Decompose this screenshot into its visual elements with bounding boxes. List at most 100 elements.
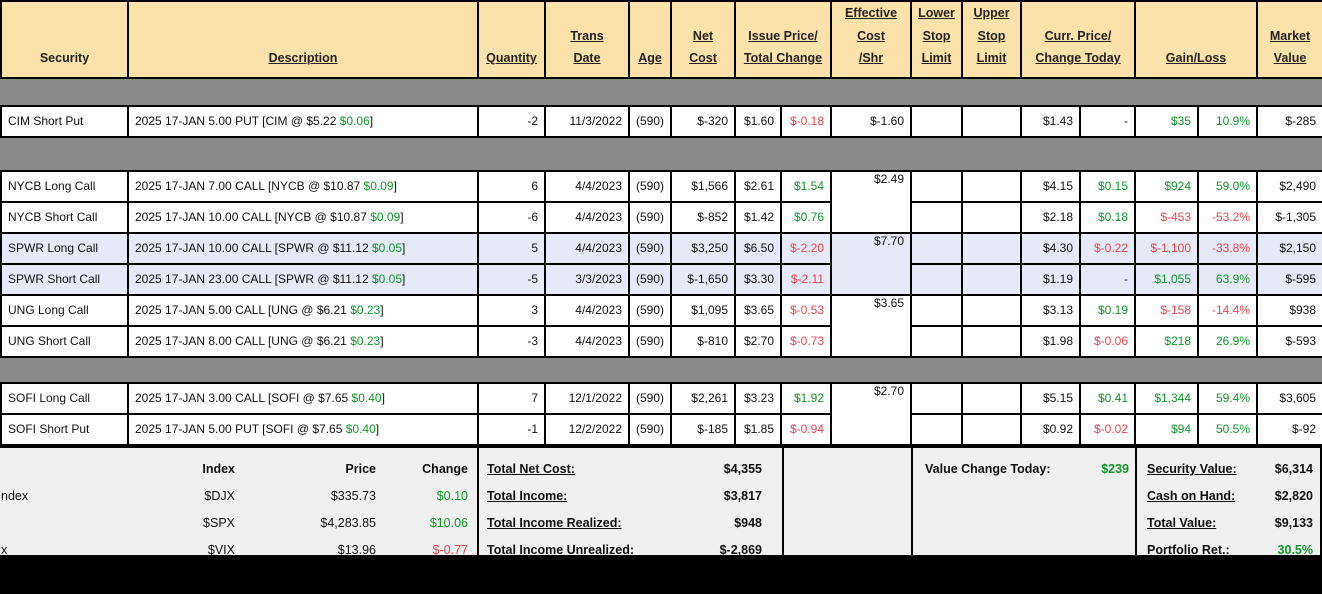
net-cost-cell[interactable]: $-810 bbox=[670, 324, 736, 358]
age-cell[interactable]: (590) bbox=[628, 293, 672, 327]
change-today-cell[interactable]: $0.41 bbox=[1078, 381, 1137, 415]
effective-cost-cell[interactable]: $3.65 bbox=[830, 293, 912, 358]
net-cost-cell[interactable]: $1,095 bbox=[670, 293, 736, 327]
trans-date-cell[interactable]: 4/4/2023 bbox=[544, 169, 630, 203]
gain-loss-percent-cell[interactable]: 59.0% bbox=[1197, 169, 1259, 203]
gain-loss-dollar-cell[interactable]: $35 bbox=[1134, 104, 1200, 138]
net-cost-cell[interactable]: $-1,650 bbox=[670, 262, 736, 296]
gain-loss-percent-cell[interactable]: 10.9% bbox=[1197, 104, 1259, 138]
description-cell[interactable]: 2025 17-JAN 10.00 CALL [SPWR @ $11.12 $0… bbox=[127, 231, 479, 265]
issue-price-cell[interactable]: $1.60 bbox=[734, 104, 782, 138]
security-cell[interactable]: SOFI Short Put bbox=[0, 412, 129, 446]
upper-stop-limit-cell[interactable] bbox=[961, 293, 1022, 327]
gain-loss-dollar-cell[interactable]: $94 bbox=[1134, 412, 1200, 446]
market-value-cell[interactable]: $-92 bbox=[1256, 412, 1322, 446]
total-change-cell[interactable]: $1.92 bbox=[780, 381, 832, 415]
security-cell[interactable]: NYCB Short Call bbox=[0, 200, 129, 234]
trans-date-cell[interactable]: 4/4/2023 bbox=[544, 200, 630, 234]
total-change-cell[interactable]: $-2.11 bbox=[780, 262, 832, 296]
effective-cost-cell[interactable]: $2.49 bbox=[830, 169, 912, 234]
lower-stop-limit-cell[interactable] bbox=[910, 293, 963, 327]
lower-stop-limit-cell[interactable] bbox=[910, 169, 963, 203]
net-cost-cell[interactable]: $-852 bbox=[670, 200, 736, 234]
upper-stop-limit-cell[interactable] bbox=[961, 262, 1022, 296]
gain-loss-dollar-cell[interactable]: $-453 bbox=[1134, 200, 1200, 234]
issue-price-cell[interactable]: $2.61 bbox=[734, 169, 782, 203]
total-change-cell[interactable]: $-0.94 bbox=[780, 412, 832, 446]
age-cell[interactable]: (590) bbox=[628, 324, 672, 358]
total-change-cell[interactable]: $0.76 bbox=[780, 200, 832, 234]
gain-loss-percent-cell[interactable]: -53.2% bbox=[1197, 200, 1259, 234]
net-cost-cell[interactable]: $1,566 bbox=[670, 169, 736, 203]
quantity-cell[interactable]: -6 bbox=[477, 200, 546, 234]
total-change-cell[interactable]: $-0.18 bbox=[780, 104, 832, 138]
trans-date-cell[interactable]: 3/3/2023 bbox=[544, 262, 630, 296]
change-today-cell[interactable]: $0.15 bbox=[1078, 169, 1137, 203]
current-price-cell[interactable]: $1.19 bbox=[1020, 262, 1081, 296]
lower-stop-limit-cell[interactable] bbox=[910, 381, 963, 415]
gain-loss-percent-cell[interactable]: 26.9% bbox=[1197, 324, 1259, 358]
quantity-cell[interactable]: -5 bbox=[477, 262, 546, 296]
issue-price-cell[interactable]: $3.30 bbox=[734, 262, 782, 296]
trans-date-cell[interactable]: 12/2/2022 bbox=[544, 412, 630, 446]
upper-stop-limit-cell[interactable] bbox=[961, 412, 1022, 446]
security-cell[interactable]: SOFI Long Call bbox=[0, 381, 129, 415]
current-price-cell[interactable]: $2.18 bbox=[1020, 200, 1081, 234]
current-price-cell[interactable]: $1.98 bbox=[1020, 324, 1081, 358]
change-today-cell[interactable]: $0.19 bbox=[1078, 293, 1137, 327]
quantity-cell[interactable]: -3 bbox=[477, 324, 546, 358]
gain-loss-percent-cell[interactable]: 63.9% bbox=[1197, 262, 1259, 296]
quantity-cell[interactable]: -2 bbox=[477, 104, 546, 138]
total-change-cell[interactable]: $-0.53 bbox=[780, 293, 832, 327]
market-value-cell[interactable]: $2,490 bbox=[1256, 169, 1322, 203]
change-today-cell[interactable]: $-0.02 bbox=[1078, 412, 1137, 446]
trans-date-cell[interactable]: 4/4/2023 bbox=[544, 293, 630, 327]
change-today-cell[interactable]: $-0.06 bbox=[1078, 324, 1137, 358]
lower-stop-limit-cell[interactable] bbox=[910, 412, 963, 446]
upper-stop-limit-cell[interactable] bbox=[961, 169, 1022, 203]
security-cell[interactable]: CIM Short Put bbox=[0, 104, 129, 138]
net-cost-cell[interactable]: $-320 bbox=[670, 104, 736, 138]
issue-price-cell[interactable]: $2.70 bbox=[734, 324, 782, 358]
description-cell[interactable]: 2025 17-JAN 5.00 PUT [CIM @ $5.22 $0.06] bbox=[127, 104, 479, 138]
market-value-cell[interactable]: $-285 bbox=[1256, 104, 1322, 138]
change-today-cell[interactable]: - bbox=[1078, 262, 1137, 296]
issue-price-cell[interactable]: $1.85 bbox=[734, 412, 782, 446]
market-value-cell[interactable]: $3,605 bbox=[1256, 381, 1322, 415]
security-cell[interactable]: UNG Short Call bbox=[0, 324, 129, 358]
trans-date-cell[interactable]: 12/1/2022 bbox=[544, 381, 630, 415]
security-cell[interactable]: SPWR Short Call bbox=[0, 262, 129, 296]
trans-date-cell[interactable]: 4/4/2023 bbox=[544, 231, 630, 265]
market-value-cell[interactable]: $-595 bbox=[1256, 262, 1322, 296]
change-today-cell[interactable]: - bbox=[1078, 104, 1137, 138]
market-value-cell[interactable]: $-593 bbox=[1256, 324, 1322, 358]
age-cell[interactable]: (590) bbox=[628, 412, 672, 446]
effective-cost-cell[interactable]: $-1.60 bbox=[830, 104, 912, 138]
security-cell[interactable]: UNG Long Call bbox=[0, 293, 129, 327]
lower-stop-limit-cell[interactable] bbox=[910, 200, 963, 234]
current-price-cell[interactable]: $0.92 bbox=[1020, 412, 1081, 446]
market-value-cell[interactable]: $938 bbox=[1256, 293, 1322, 327]
net-cost-cell[interactable]: $2,261 bbox=[670, 381, 736, 415]
current-price-cell[interactable]: $1.43 bbox=[1020, 104, 1081, 138]
gain-loss-dollar-cell[interactable]: $-158 bbox=[1134, 293, 1200, 327]
market-value-cell[interactable]: $-1,305 bbox=[1256, 200, 1322, 234]
net-cost-cell[interactable]: $-185 bbox=[670, 412, 736, 446]
age-cell[interactable]: (590) bbox=[628, 169, 672, 203]
total-change-cell[interactable]: $-0.73 bbox=[780, 324, 832, 358]
effective-cost-cell[interactable]: $2.70 bbox=[830, 381, 912, 446]
quantity-cell[interactable]: 5 bbox=[477, 231, 546, 265]
description-cell[interactable]: 2025 17-JAN 3.00 CALL [SOFI @ $7.65 $0.4… bbox=[127, 381, 479, 415]
change-today-cell[interactable]: $0.18 bbox=[1078, 200, 1137, 234]
quantity-cell[interactable]: 6 bbox=[477, 169, 546, 203]
issue-price-cell[interactable]: $1.42 bbox=[734, 200, 782, 234]
lower-stop-limit-cell[interactable] bbox=[910, 262, 963, 296]
lower-stop-limit-cell[interactable] bbox=[910, 104, 963, 138]
gain-loss-dollar-cell[interactable]: $-1,100 bbox=[1134, 231, 1200, 265]
issue-price-cell[interactable]: $3.23 bbox=[734, 381, 782, 415]
upper-stop-limit-cell[interactable] bbox=[961, 200, 1022, 234]
trans-date-cell[interactable]: 11/3/2022 bbox=[544, 104, 630, 138]
security-cell[interactable]: SPWR Long Call bbox=[0, 231, 129, 265]
description-cell[interactable]: 2025 17-JAN 5.00 CALL [UNG @ $6.21 $0.23… bbox=[127, 293, 479, 327]
upper-stop-limit-cell[interactable] bbox=[961, 324, 1022, 358]
